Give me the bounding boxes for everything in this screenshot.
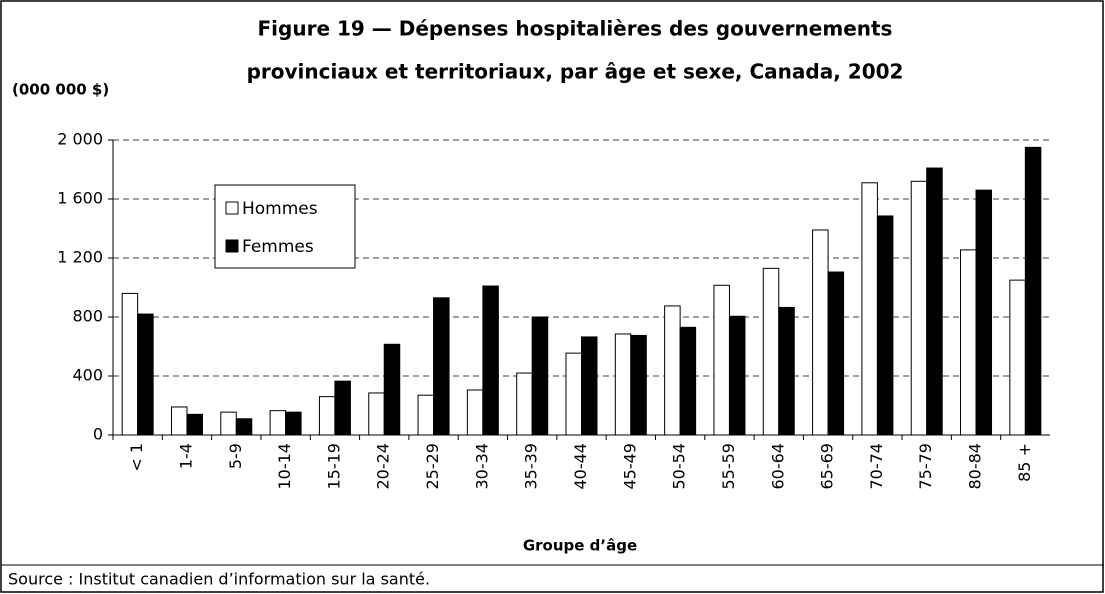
- bar: [926, 167, 943, 436]
- x-tick-label: 55-59: [719, 443, 738, 490]
- x-tick-label: 65-69: [818, 443, 837, 490]
- bar: [269, 410, 287, 436]
- legend-swatch: [225, 201, 239, 215]
- bar: [679, 326, 697, 436]
- y-tick-label: 0: [93, 425, 103, 444]
- x-tick-label: 80-84: [966, 443, 985, 490]
- bar: [581, 336, 598, 436]
- bar: [235, 418, 253, 436]
- bar: [466, 389, 484, 436]
- y-tick-label: 2 000: [57, 130, 103, 149]
- bar: [516, 372, 533, 436]
- y-tick-label: 400: [72, 366, 103, 385]
- bar: [812, 229, 829, 436]
- x-tick-label: 5-9: [226, 443, 245, 469]
- x-tick-label: 45-49: [620, 443, 639, 490]
- bar: [565, 352, 582, 436]
- chart-title: Figure 19 — Dépenses hospitalières des g…: [258, 17, 893, 41]
- bar: [827, 271, 845, 436]
- bar: [1024, 146, 1042, 436]
- bar: [137, 313, 154, 436]
- bar: [186, 413, 203, 436]
- legend-box: [214, 184, 356, 269]
- x-axis-label: Groupe d’âge: [523, 537, 637, 555]
- bar: [220, 411, 237, 436]
- y-tick-label: 1 600: [57, 189, 103, 208]
- x-tick-label: 40-44: [571, 443, 590, 490]
- bar: [778, 306, 795, 436]
- x-tick-label: 20-24: [374, 443, 393, 490]
- x-tick-label: 85 +: [1015, 443, 1034, 482]
- bar: [121, 292, 139, 436]
- bar: [975, 189, 993, 436]
- x-tick-label: 70-74: [867, 443, 886, 490]
- x-tick-label: 15-19: [324, 443, 343, 490]
- x-tick-label: 60-64: [768, 443, 787, 490]
- x-tick-label: 30-34: [472, 443, 491, 490]
- source: Source : Institut canadien d’information…: [8, 570, 430, 589]
- bar: [664, 305, 681, 436]
- bar: [417, 394, 435, 436]
- bar: [482, 285, 499, 436]
- bar: [170, 406, 188, 436]
- x-tick-label: 10-14: [275, 443, 294, 490]
- bar: [728, 315, 746, 436]
- bar: [861, 182, 878, 436]
- bar: [876, 215, 894, 436]
- bar: [318, 396, 336, 436]
- bar: [713, 284, 730, 436]
- bar: [433, 297, 450, 436]
- bar: [762, 267, 780, 436]
- x-tick-label: 50-54: [670, 443, 689, 490]
- y-tick-label: 1 200: [57, 248, 103, 267]
- chart-title: provinciaux et territoriaux, par âge et …: [247, 60, 904, 84]
- y-tick-label: 800: [72, 307, 103, 326]
- legend-swatch: [225, 239, 239, 253]
- bar: [383, 343, 401, 436]
- legend-label: Femmes: [242, 237, 314, 257]
- x-tick-label: 75-79: [916, 443, 935, 490]
- legend-label: Hommes: [242, 199, 318, 219]
- bar: [630, 334, 647, 436]
- bar: [910, 180, 928, 436]
- bar: [285, 411, 302, 436]
- bar: [368, 392, 385, 436]
- bar: [1009, 279, 1026, 436]
- bar: [334, 380, 351, 436]
- x-tick-label: < 1: [127, 443, 146, 472]
- bar: [960, 249, 977, 436]
- y-axis-label: (000 000 $): [12, 81, 109, 99]
- x-tick-label: 1-4: [176, 443, 195, 469]
- x-tick-label: 35-39: [522, 443, 541, 490]
- bar: [614, 333, 632, 436]
- bar: [531, 316, 549, 436]
- x-tick-label: 25-29: [423, 443, 442, 490]
